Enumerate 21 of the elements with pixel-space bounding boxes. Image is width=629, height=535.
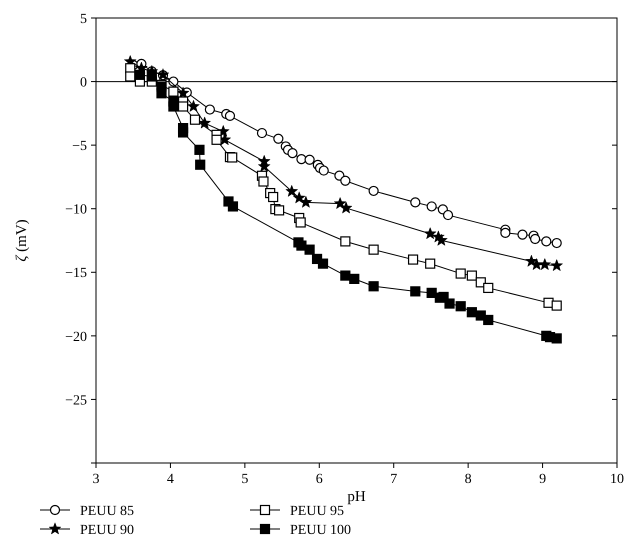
x-tick-label: 4: [166, 472, 174, 487]
x-tick-label: 7: [390, 472, 398, 487]
y-tick-label: −10: [65, 202, 87, 218]
y-tick-label: 0: [80, 75, 87, 90]
x-tick-label: 8: [464, 472, 472, 487]
legend-label: PEUU 100: [290, 522, 352, 535]
y-tick-label: −25: [65, 393, 87, 408]
y-tick-label: 5: [80, 12, 87, 27]
legend-label: PEUU 85: [80, 504, 134, 519]
legend-label: PEUU 90: [80, 522, 134, 535]
x-axis-title: pH: [347, 489, 366, 505]
legend-label: PEUU 95: [290, 504, 344, 519]
x-tick-label: 5: [241, 472, 248, 487]
x-tick-label: 6: [316, 472, 323, 487]
y-axis-title: ζ (mV): [14, 219, 30, 262]
x-tick-label: 10: [610, 472, 624, 487]
y-tick-label: −15: [65, 266, 87, 282]
y-tick-label: −5: [72, 139, 87, 154]
y-tick-label: −20: [65, 330, 87, 345]
x-tick-label: 3: [92, 472, 100, 487]
x-tick-label: 9: [539, 472, 546, 487]
